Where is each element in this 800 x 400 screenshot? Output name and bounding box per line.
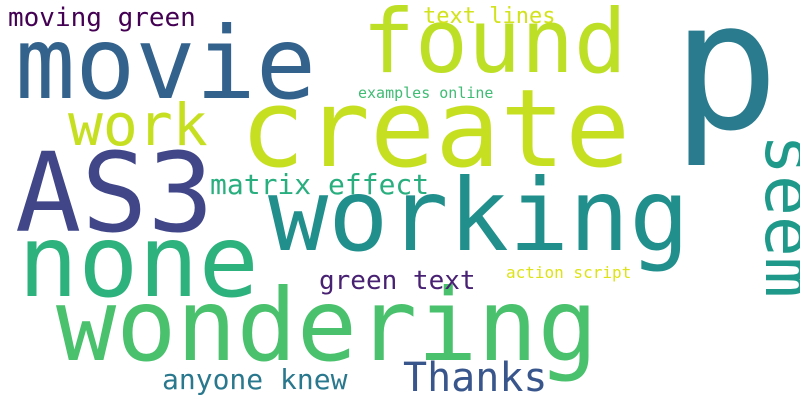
word-movie: movie [15, 5, 317, 122]
phrase-action-script: action script [506, 263, 632, 282]
word-found: found [362, 0, 627, 93]
phrase-text-lines: text lines [423, 4, 556, 29]
word-thanks: Thanks [403, 355, 548, 400]
phrase-moving-green: moving green [8, 3, 196, 33]
word-p: p [672, 0, 780, 170]
phrase-matrix-effect: matrix effect [210, 168, 430, 201]
word-wondering: wondering [56, 267, 598, 384]
word-working: working [268, 157, 690, 274]
word-as3: AS3 [15, 129, 214, 257]
phrase-examples-online: examples online [358, 84, 494, 102]
word-seem: seem [749, 134, 800, 298]
phrase-anyone-knew: anyone knew [162, 363, 348, 396]
phrase-green-text: green text [319, 266, 476, 296]
word-create: create [240, 67, 631, 192]
word-work: work [68, 91, 208, 159]
word-none: none [18, 203, 259, 320]
